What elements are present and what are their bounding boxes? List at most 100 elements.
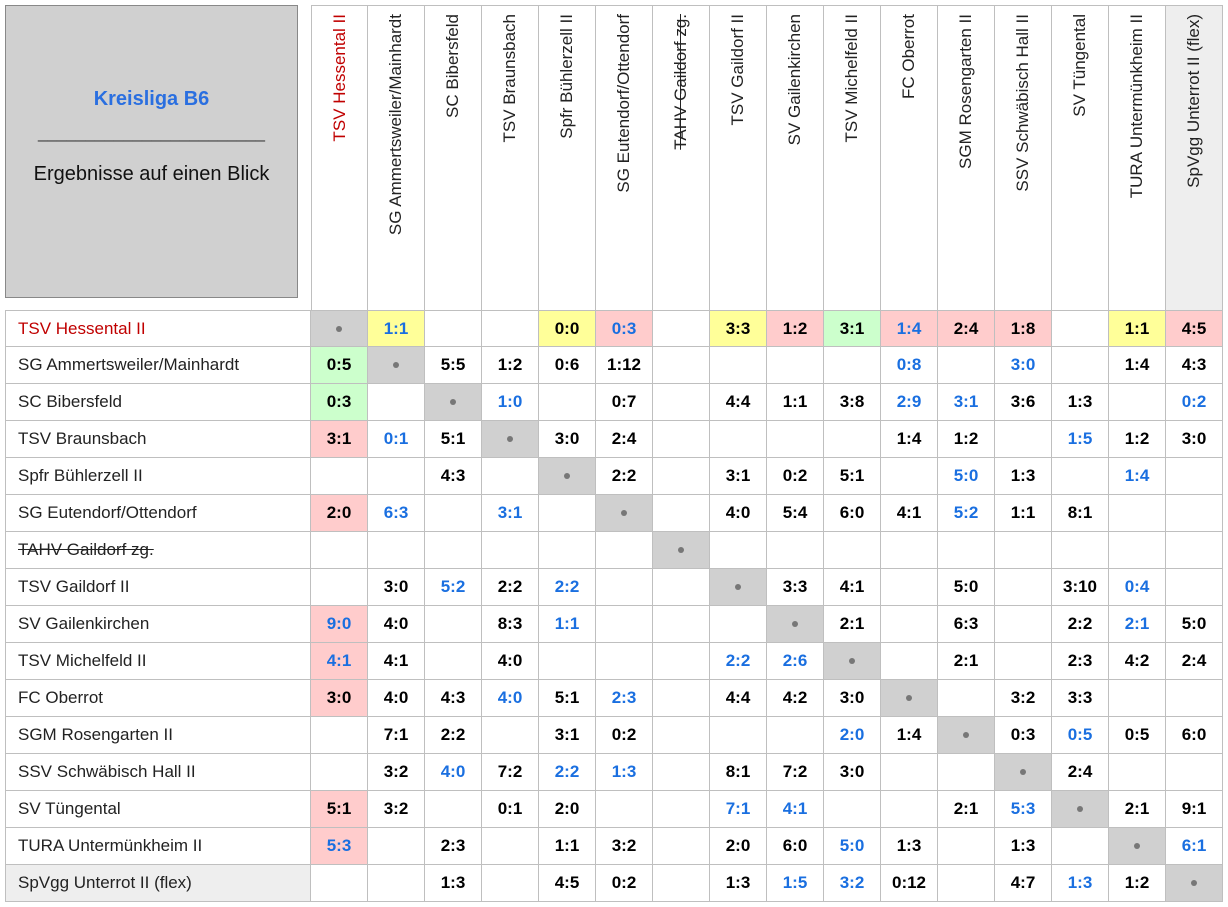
row-header: SG Eutendorf/Ottendorf bbox=[5, 495, 311, 532]
score-cell: 2:2 bbox=[710, 643, 767, 680]
column-header: SSV Schwäbisch Hall II bbox=[995, 5, 1052, 310]
empty-cell bbox=[824, 791, 881, 828]
score-cell: 1:4 bbox=[881, 717, 938, 754]
diagonal-cell bbox=[767, 606, 824, 643]
score-cell: 3:2 bbox=[824, 865, 881, 902]
empty-cell bbox=[1166, 569, 1223, 606]
score-cell: 0:2 bbox=[1166, 384, 1223, 421]
score-cell: 4:4 bbox=[710, 680, 767, 717]
dot bbox=[1077, 806, 1083, 812]
dot bbox=[906, 695, 912, 701]
empty-cell bbox=[1052, 458, 1109, 495]
score-cell: 4:1 bbox=[368, 643, 425, 680]
column-header: SpVgg Unterrot II (flex) bbox=[1166, 5, 1223, 310]
column-header: Spfr Bühlerzell II bbox=[539, 5, 596, 310]
empty-cell bbox=[653, 458, 710, 495]
empty-cell bbox=[368, 828, 425, 865]
empty-cell bbox=[881, 532, 938, 569]
empty-cell bbox=[938, 347, 995, 384]
score-cell: 4:0 bbox=[482, 680, 539, 717]
column-header: TSV Gaildorf II bbox=[710, 5, 767, 310]
score-cell: 6:0 bbox=[1166, 717, 1223, 754]
empty-cell bbox=[938, 532, 995, 569]
score-cell: 2:2 bbox=[539, 569, 596, 606]
dot bbox=[450, 399, 456, 405]
score-cell: 2:1 bbox=[938, 791, 995, 828]
row-header: SpVgg Unterrot II (flex) bbox=[5, 865, 311, 902]
score-cell: 4:0 bbox=[425, 754, 482, 791]
empty-cell bbox=[311, 717, 368, 754]
empty-cell bbox=[539, 495, 596, 532]
score-cell: 5:4 bbox=[767, 495, 824, 532]
empty-cell bbox=[881, 606, 938, 643]
empty-cell bbox=[482, 717, 539, 754]
dot bbox=[1191, 880, 1197, 886]
empty-cell bbox=[311, 458, 368, 495]
score-cell: 4:1 bbox=[824, 569, 881, 606]
score-cell: 5:1 bbox=[425, 421, 482, 458]
score-cell: 3:1 bbox=[311, 421, 368, 458]
score-cell: 7:1 bbox=[710, 791, 767, 828]
dot bbox=[336, 325, 342, 332]
row-header: Spfr Bühlerzell II bbox=[5, 458, 311, 495]
score-cell: 1:1 bbox=[767, 384, 824, 421]
score-cell: 5:0 bbox=[938, 458, 995, 495]
score-cell: 1:2 bbox=[1109, 865, 1166, 902]
score-cell: 3:2 bbox=[368, 791, 425, 828]
score-cell: 5:1 bbox=[539, 680, 596, 717]
empty-cell bbox=[881, 458, 938, 495]
score-cell: 5:2 bbox=[938, 495, 995, 532]
score-cell: 0:8 bbox=[881, 347, 938, 384]
empty-cell bbox=[653, 347, 710, 384]
score-cell: 3:0 bbox=[368, 569, 425, 606]
column-label: TSV Gaildorf II bbox=[728, 14, 747, 126]
empty-cell bbox=[767, 421, 824, 458]
diagonal-cell bbox=[881, 680, 938, 717]
score-cell: 0:3 bbox=[596, 310, 653, 347]
empty-cell bbox=[938, 828, 995, 865]
empty-cell bbox=[1052, 310, 1109, 347]
score-cell: 1:3 bbox=[1052, 384, 1109, 421]
score-cell: 5:1 bbox=[311, 791, 368, 828]
row-header: TSV Braunsbach bbox=[5, 421, 311, 458]
empty-cell bbox=[824, 532, 881, 569]
row-header: SGM Rosengarten II bbox=[5, 717, 311, 754]
score-cell: 2:6 bbox=[767, 643, 824, 680]
column-header: TSV Braunsbach bbox=[482, 5, 539, 310]
empty-cell bbox=[710, 347, 767, 384]
empty-cell bbox=[938, 680, 995, 717]
column-label: TSV Hessental II bbox=[329, 14, 349, 142]
score-cell: 3:2 bbox=[596, 828, 653, 865]
score-cell: 4:7 bbox=[995, 865, 1052, 902]
empty-cell bbox=[1166, 458, 1223, 495]
score-cell: 8:3 bbox=[482, 606, 539, 643]
diagonal-cell bbox=[1109, 828, 1166, 865]
column-label: SGM Rosengarten II bbox=[956, 14, 975, 169]
score-cell: 1:12 bbox=[596, 347, 653, 384]
column-header: SC Bibersfeld bbox=[425, 5, 482, 310]
score-cell: 1:1 bbox=[539, 606, 596, 643]
score-cell: 2:3 bbox=[596, 680, 653, 717]
score-cell: 2:4 bbox=[938, 310, 995, 347]
score-cell: 2:0 bbox=[824, 717, 881, 754]
empty-cell bbox=[482, 310, 539, 347]
empty-cell bbox=[824, 347, 881, 384]
dot bbox=[393, 362, 399, 368]
score-cell: 2:2 bbox=[482, 569, 539, 606]
score-cell: 8:1 bbox=[710, 754, 767, 791]
title-box: Kreisliga B6 ________________________ Er… bbox=[5, 5, 298, 298]
score-cell: 9:1 bbox=[1166, 791, 1223, 828]
score-cell: 0:1 bbox=[482, 791, 539, 828]
score-cell: 4:1 bbox=[767, 791, 824, 828]
score-cell: 0:5 bbox=[1109, 717, 1166, 754]
score-cell: 1:1 bbox=[368, 310, 425, 347]
score-cell: 0:5 bbox=[1052, 717, 1109, 754]
score-cell: 4:2 bbox=[1109, 643, 1166, 680]
column-label: SSV Schwäbisch Hall II bbox=[1013, 14, 1032, 192]
score-cell: 3:2 bbox=[995, 680, 1052, 717]
diagonal-cell bbox=[482, 421, 539, 458]
score-cell: 6:3 bbox=[368, 495, 425, 532]
dot bbox=[1134, 843, 1140, 849]
row-header: SV Gailenkirchen bbox=[5, 606, 311, 643]
empty-cell bbox=[995, 643, 1052, 680]
